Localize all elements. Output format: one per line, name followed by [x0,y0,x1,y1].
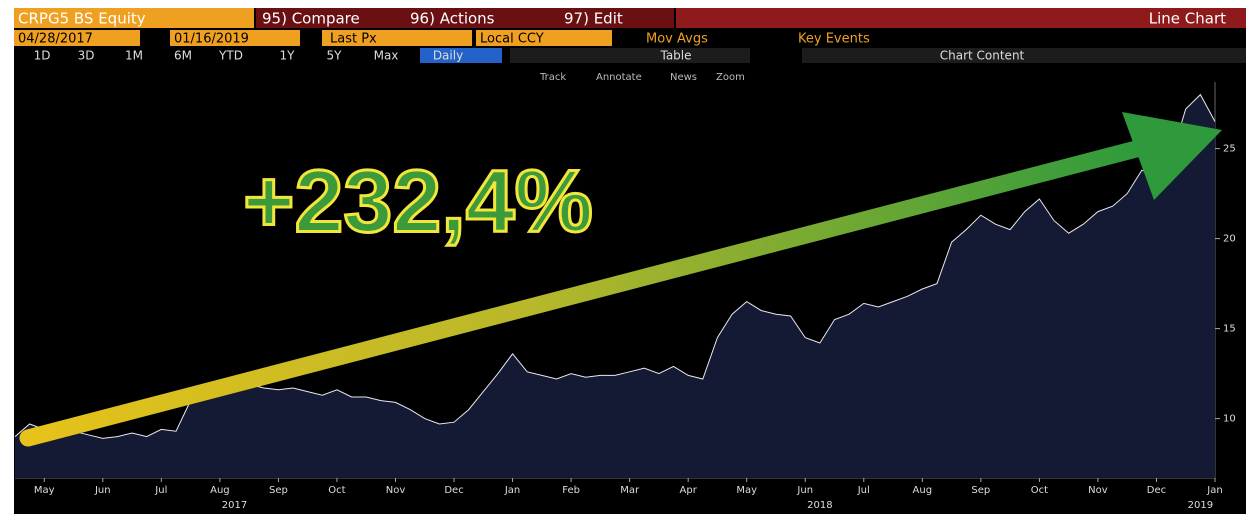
annotation: +232,4% [243,151,593,250]
date-box[interactable] [170,30,300,46]
menu-item[interactable]: 96) Actions [410,10,495,28]
tool[interactable]: News [670,72,697,83]
option[interactable]: 04/28/2017 [18,32,93,47]
option[interactable]: Mov Avgs [646,32,708,47]
x-tick-label: Jul [857,485,870,496]
menu-item[interactable]: Line Chart [1149,10,1226,28]
toolbar-button[interactable]: YTD [218,49,243,63]
option[interactable]: Key Events [798,32,870,47]
x-tick-label: Dec [444,485,463,496]
menu-item[interactable]: 95) Compare [262,10,360,28]
x-tick-label: Apr [680,485,698,496]
y-axis-bg [1215,82,1245,478]
x-tick-label: Oct [1031,485,1048,496]
toolbar-button[interactable]: Chart Content [940,49,1025,63]
title-bar [676,8,1246,28]
period-box[interactable] [420,48,502,63]
tool[interactable]: Zoom [716,72,745,83]
tool-box [802,48,1246,63]
ccy-box[interactable] [476,30,612,46]
toolbar-button[interactable]: Daily [433,49,463,63]
toolbar-button[interactable]: 1D [34,49,51,63]
option[interactable]: Last Px [330,32,377,47]
year-label: 2018 [807,500,832,511]
x-tick-label: Nov [386,485,406,496]
toolbar-button[interactable]: 1Y [280,49,296,63]
y-tick-label: 10 [1223,414,1236,425]
x-tick-label: Jun [796,485,813,496]
x-tick-label: Sep [269,485,288,496]
option[interactable]: Local CCY [480,32,544,47]
x-tick-label: Jan [504,485,520,496]
x-tick-label: Jul [154,485,167,496]
x-tick-label: Dec [1147,485,1166,496]
y-tick-label: 25 [1223,144,1236,155]
x-tick-label: Jan [1206,485,1222,496]
x-tick-label: May [736,485,757,496]
year-label: 2017 [222,500,247,511]
year-label: 2019 [1188,500,1213,511]
x-tick-label: Aug [913,485,933,496]
tool-box [510,48,750,63]
x-tick-label: Oct [328,485,345,496]
x-tick-label: May [34,485,55,496]
x-tick-label: Mar [620,485,640,496]
toolbar-button[interactable]: 5Y [327,49,343,63]
menu-item[interactable]: 97) Edit [564,10,623,28]
date-box[interactable] [14,30,140,46]
toolbar-button[interactable]: Max [374,49,399,63]
x-tick-label: Sep [971,485,990,496]
toolbar-button[interactable]: 1M [125,49,143,63]
toolbar-button[interactable]: 6M [174,49,192,63]
area-fill [15,94,1215,478]
toolbar-button[interactable]: Table [659,49,691,63]
menu-bar [256,8,674,28]
x-tick-label: Jun [94,485,111,496]
option[interactable]: 01/16/2019 [174,32,249,47]
tool[interactable]: Annotate [596,72,642,83]
ticker-box[interactable] [14,8,254,28]
x-tick-label: Feb [562,485,580,496]
field-box[interactable] [322,30,472,46]
menu-item[interactable]: CRPG5 BS Equity [18,10,146,28]
x-tick-label: Aug [210,485,230,496]
tool[interactable]: Track [539,72,566,83]
y-tick-label: 15 [1223,324,1236,335]
arrow-head [1122,112,1222,200]
trend-arrow [19,139,1149,447]
y-tick-label: 20 [1223,234,1236,245]
toolbar-button[interactable]: 3D [78,49,95,63]
x-tick-label: Nov [1088,485,1108,496]
